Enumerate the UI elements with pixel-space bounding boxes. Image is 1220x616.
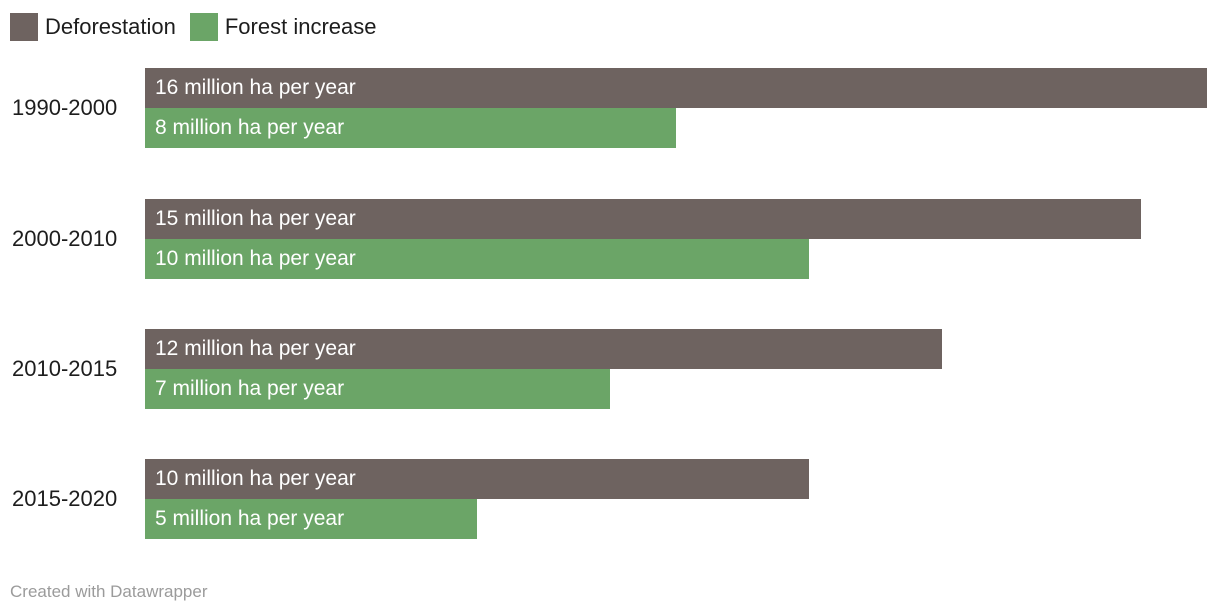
legend-label: Deforestation [45,14,176,39]
legend-swatch-forest-increase [189,13,218,41]
bar-deforestation[interactable]: 15 million ha per year [145,199,1141,239]
chart-row: 2015-2020 10 million ha per year 5 milli… [0,459,1220,539]
bar-value-label: 7 million ha per year [155,377,345,400]
legend-label: Forest increase [224,14,377,39]
bars-container: 12 million ha per year 7 million ha per … [145,329,942,409]
datawrapper-credit-link[interactable]: Created with Datawrapper [10,582,208,601]
bars-container: 15 million ha per year 10 million ha per… [145,199,1141,279]
bar-value-label: 5 million ha per year [155,507,345,530]
bar-value-label: 10 million ha per year [155,247,356,270]
chart-row: 2000-2010 15 million ha per year 10 mill… [0,199,1220,279]
category-label: 1990-2000 [12,95,118,120]
chart-row: 1990-2000 16 million ha per year 8 milli… [0,68,1220,148]
footer: Created with Datawrapper [10,582,207,602]
category-label: 2015-2020 [12,486,118,511]
legend: Deforestation Forest increase [10,13,376,41]
bar-deforestation[interactable]: 12 million ha per year [145,329,942,369]
bar-deforestation[interactable]: 16 million ha per year [145,68,1208,108]
bar-value-label: 8 million ha per year [155,116,345,139]
category-label: 2010-2015 [12,356,118,381]
bar-value-label: 12 million ha per year [155,337,356,360]
bar-forest-increase[interactable]: 8 million ha per year [145,108,677,148]
bar-forest-increase[interactable]: 10 million ha per year [145,239,809,279]
category-label: 2000-2010 [12,226,118,251]
legend-swatch-deforestation [10,13,38,41]
chart-row: 2010-2015 12 million ha per year 7 milli… [0,329,1220,409]
bars-container: 16 million ha per year 8 million ha per … [145,68,1208,148]
bar-deforestation[interactable]: 10 million ha per year [145,459,809,499]
bars-container: 10 million ha per year 5 million ha per … [145,459,809,539]
bar-value-label: 16 million ha per year [155,76,356,99]
legend-item-deforestation: Deforestation [10,13,176,41]
bar-forest-increase[interactable]: 5 million ha per year [145,499,477,539]
bar-value-label: 15 million ha per year [155,207,356,230]
bar-value-label: 10 million ha per year [155,467,356,490]
legend-item-forest-increase: Forest increase [189,13,377,41]
bar-forest-increase[interactable]: 7 million ha per year [145,369,610,409]
